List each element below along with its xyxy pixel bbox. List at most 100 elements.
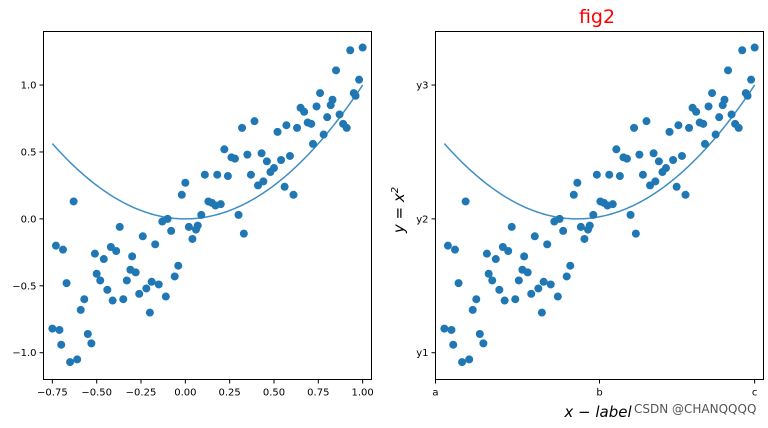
scatter-point (355, 75, 364, 84)
scatter-point (277, 155, 286, 164)
scatter-point (177, 190, 186, 199)
scatter-point (495, 285, 504, 294)
scatter-point (475, 329, 484, 338)
scatter-point (559, 226, 568, 235)
scatter-point (151, 240, 160, 249)
scatter-point (747, 75, 756, 84)
scatter-point (468, 305, 477, 314)
scatter-point (677, 151, 686, 160)
scatter-point (507, 222, 516, 231)
scatter-point (308, 139, 317, 148)
scatter-point (262, 157, 271, 166)
scatter-point (96, 276, 105, 285)
scatter-point (622, 154, 631, 163)
y-tick-label: −1.0 (12, 348, 36, 359)
scatter-point (534, 284, 543, 293)
scatter-point (669, 155, 678, 164)
scatter-point (626, 210, 635, 219)
right-y-axis-ticks: y1 y2 y3 (416, 81, 436, 359)
scatter-point (307, 119, 316, 128)
scatter-point (220, 145, 229, 154)
y-tick-label: y3 (416, 81, 428, 92)
scatter-point (672, 182, 681, 191)
x-tick-label: 0.00 (174, 388, 196, 399)
right-y-axis-label: y = x2 (390, 187, 408, 234)
scatter-point (681, 190, 690, 199)
scatter-point (699, 119, 708, 128)
scatter-point (500, 296, 509, 305)
scatter-point (145, 308, 154, 317)
scatter-point (300, 107, 309, 116)
y-tick-label: y2 (416, 214, 428, 225)
y-tick-label: y1 (416, 348, 428, 359)
scatter-point (319, 130, 328, 139)
x-tick-label: a (432, 388, 438, 399)
scatter-point (335, 110, 344, 119)
scatter-point (738, 46, 747, 55)
scatter-point (213, 170, 222, 179)
right-x-axis-label: x − label (563, 403, 632, 421)
scatter-point (608, 200, 617, 209)
x-tick-label: 0.25 (219, 388, 241, 399)
curve-line (443, 84, 756, 220)
scatter-point (537, 308, 546, 317)
scatter-point (592, 170, 601, 179)
scatter-point (605, 170, 614, 179)
scatter-point (332, 66, 341, 75)
scatter-point (674, 121, 683, 130)
scatter-point (661, 164, 670, 173)
scatter-point (69, 197, 78, 206)
scatter-point (174, 261, 183, 270)
scatter-point (642, 117, 651, 126)
scatter-point (708, 89, 717, 98)
scatter-point (651, 177, 660, 186)
y-tick-label: 1.0 (21, 81, 37, 92)
left-subplot: −0.75 −0.50 −0.25 0.00 0.25 0.50 0.75 1.00 −1.0… (12, 31, 374, 399)
scatter-point (727, 110, 736, 119)
scatter-point (99, 255, 108, 264)
right-plot-title: fig2 (579, 6, 615, 28)
scatter-point (250, 117, 259, 126)
scatter-point (440, 324, 449, 333)
scatter-point (482, 249, 491, 258)
scatter-point (73, 355, 82, 364)
scatter-point (635, 150, 644, 159)
scatter-point (715, 113, 724, 122)
scatter-point (108, 296, 117, 305)
scatter-point (142, 284, 151, 293)
scatter-point (188, 234, 197, 243)
scatter-point (269, 164, 278, 173)
x-tick-label: −0.25 (126, 388, 157, 399)
scatter-point (289, 190, 298, 199)
scatter-point (576, 222, 585, 231)
curve-line (51, 84, 364, 220)
scatter-point (539, 277, 548, 286)
scatter-point (59, 245, 67, 254)
scatter-point (465, 355, 474, 364)
scatter-point (122, 276, 131, 285)
scatter-point (562, 272, 571, 281)
scatter-point (472, 295, 481, 304)
scatter-point (649, 149, 658, 158)
scatter-point (449, 340, 458, 349)
scatter-point (328, 95, 337, 104)
scatter-point (239, 229, 248, 238)
scatter-point (280, 182, 289, 191)
x-tick-label: 0.75 (307, 388, 329, 399)
scatter-point (750, 43, 759, 52)
scatter-point (243, 150, 252, 159)
scatter-point (131, 268, 140, 277)
scatter-point (504, 247, 513, 256)
scatter-point (461, 197, 470, 206)
scatter-point (743, 91, 752, 100)
scatter-point (346, 46, 355, 55)
scatter-point (193, 221, 202, 230)
watermark-text: CSDN @CHANQQQQ (634, 402, 756, 416)
scatter-point (589, 210, 598, 219)
left-plot-frame (43, 31, 372, 380)
scatter-point (128, 252, 137, 261)
x-tick-label: −0.50 (81, 388, 112, 399)
scatter-point (711, 130, 720, 139)
left-fit-curve (51, 84, 364, 220)
